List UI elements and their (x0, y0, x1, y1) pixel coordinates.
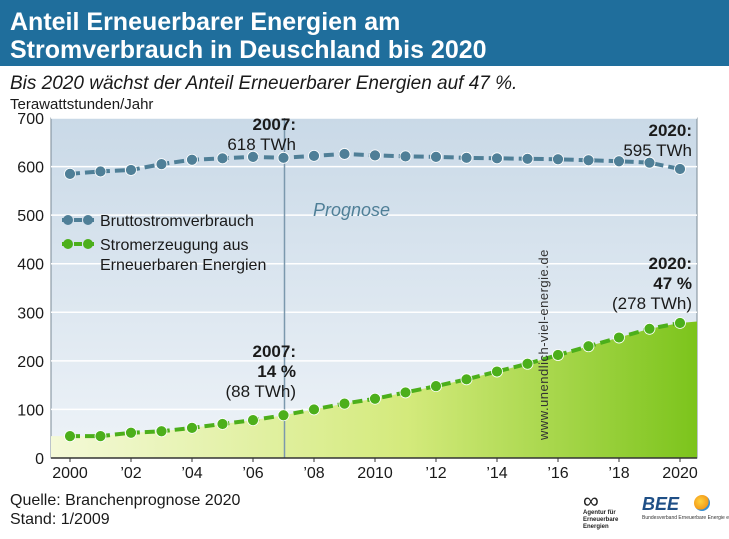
renewables-legend-marker (63, 239, 73, 249)
y-tick-label: 200 (17, 354, 44, 371)
annotation-ren-2007-line: 2007: (253, 342, 296, 361)
annotation-ren-2007-line: (88 TWh) (225, 382, 296, 401)
renewables-point (430, 380, 442, 393)
bee-logo: BEE Bundesverband Erneuerbare Energie e.… (642, 494, 729, 534)
x-tick-label: ’06 (242, 465, 263, 482)
x-tick-label: ’04 (181, 465, 202, 482)
renewables-point (125, 426, 137, 439)
chart-title-line-2: Stromverbrauch in Deuschland bis 2020 (10, 36, 487, 64)
consumption-point (94, 165, 107, 178)
renewables-point (155, 425, 168, 438)
annotation-cons-2007-line: 2007: (253, 115, 296, 134)
renewables-point (491, 365, 503, 378)
legend-label-renewables-2: Erneuerbaren Energien (100, 257, 266, 274)
annotation-cons-2007-line: 618 TWh (227, 135, 296, 154)
consumption-point (247, 150, 259, 163)
consumption-point (582, 154, 595, 167)
agentur-logo: ∞ Agentur für Erneuerbare Energien (583, 488, 633, 532)
x-tick-label: 2010 (357, 465, 393, 482)
renewables-point (64, 430, 76, 443)
renewables-point (399, 386, 412, 399)
consumption-point (338, 148, 351, 160)
consumption-point (186, 153, 198, 166)
consumption-point (643, 156, 656, 169)
agentur-logo-text: Agentur für Erneuerbare Energien (583, 510, 619, 530)
annotation-ren-2020-line: 47 % (653, 274, 692, 293)
consumption-point (552, 153, 564, 166)
renewables-point (674, 317, 686, 329)
chart-title-line-1: Anteil Erneuerbarer Energien am (10, 8, 401, 36)
x-tick-label: ’08 (303, 465, 324, 482)
renewables-point (369, 392, 381, 405)
consumption-point (613, 155, 625, 168)
consumption-point (399, 150, 412, 163)
consumption-point (64, 167, 76, 180)
x-tick-label: 2000 (52, 465, 88, 482)
consumption-point (125, 164, 137, 176)
consumption-point (308, 149, 320, 162)
legend-label-consumption: Bruttostromverbrauch (100, 213, 254, 230)
y-tick-label: 300 (17, 305, 44, 322)
legend-label-renewables-1: Stromerzeugung aus (100, 237, 249, 254)
annotation-ren-2007-line: 14 % (257, 362, 296, 381)
x-tick-label: ’02 (120, 465, 141, 482)
consumption-point (430, 150, 442, 163)
y-tick-label: 0 (35, 451, 44, 468)
consumption-point (216, 152, 229, 165)
renewables-point (94, 430, 107, 443)
renewables-point (338, 397, 351, 410)
title-bar: Anteil Erneuerbarer Energien am Stromver… (0, 0, 729, 66)
forecast-label: Prognose (313, 200, 390, 220)
renewables-point (216, 418, 229, 430)
renewables-point (582, 340, 595, 353)
renewables-point (643, 322, 656, 335)
y-axis-label: Terawattstunden/Jahr (10, 96, 154, 113)
source-note: Quelle: Branchenprognose 2020 Stand: 1/2… (10, 491, 240, 529)
renewables-point (460, 373, 473, 386)
x-tick-label: ’16 (547, 465, 568, 482)
annotation-cons-2020-line: 2020: (649, 121, 692, 140)
annotation-ren-2020-line: 2020: (649, 254, 692, 273)
y-tick-label: 700 (17, 111, 44, 128)
chart-subtitle: Bis 2020 wächst der Anteil Erneuerbarer … (10, 73, 518, 94)
consumption-legend-marker (63, 215, 73, 225)
consumption-point (460, 151, 473, 164)
source-line: Quelle: Branchenprognose 2020 (10, 492, 241, 509)
renewables-point (552, 349, 564, 361)
x-tick-label: ’18 (608, 465, 629, 482)
annotation-ren-2020-line: (278 TWh) (612, 294, 692, 313)
y-tick-label: 500 (17, 208, 44, 225)
website-watermark: www.unendlich-viel-energie.de (536, 249, 552, 440)
consumption-point (155, 158, 168, 171)
renewables-point (521, 357, 534, 370)
infinity-icon: ∞ (583, 488, 599, 513)
x-tick-label: ’14 (486, 465, 507, 482)
bee-logo-sub: Bundesverband Erneuerbare Energie e.V. (642, 515, 729, 521)
consumption-point (369, 149, 381, 162)
y-tick-label: 100 (17, 402, 44, 419)
consumption-point (674, 163, 686, 175)
sun-icon (694, 495, 710, 511)
renewables-point (186, 421, 198, 434)
annotation-cons-2020-line: 595 TWh (623, 141, 692, 160)
renewables-legend-marker (83, 239, 93, 249)
renewables-point (247, 414, 259, 427)
x-tick-label: 2020 (662, 465, 698, 482)
stand-line: Stand: 1/2009 (10, 511, 110, 528)
renewables-point (613, 331, 625, 344)
y-tick-label: 600 (17, 160, 44, 177)
consumption-point (277, 151, 290, 164)
y-tick-label: 400 (17, 257, 44, 274)
bee-logo-name: BEE (642, 494, 680, 514)
consumption-point (521, 152, 534, 165)
consumption-point (491, 152, 503, 165)
renewables-area (51, 321, 697, 458)
consumption-legend-marker (83, 215, 93, 225)
x-tick-label: ’12 (425, 465, 446, 482)
renewables-point (277, 409, 290, 422)
renewables-point (308, 403, 320, 416)
